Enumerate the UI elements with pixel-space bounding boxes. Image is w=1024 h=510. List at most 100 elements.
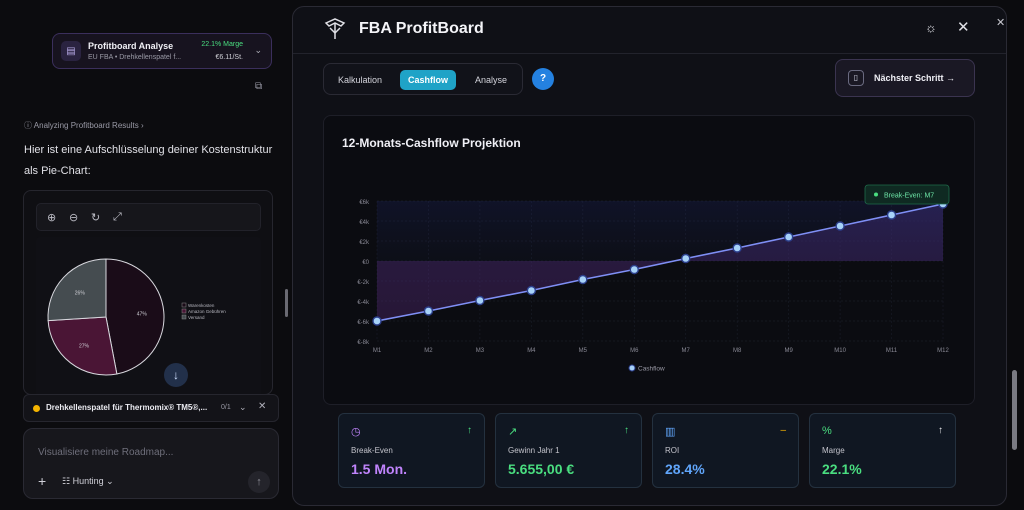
pie-chart-container: ⊕ ⊖ ↻ ⤢ 47% 27% 26% Warenkosten Amazon Gebüh… bbox=[23, 190, 273, 397]
x-tick-label: M2 bbox=[424, 348, 433, 354]
send-button[interactable]: ↑ bbox=[248, 471, 270, 493]
metric-value: 5.655,00 € bbox=[508, 461, 575, 477]
logo-icon bbox=[324, 18, 346, 39]
legend-marker bbox=[628, 364, 636, 372]
legend-swatch bbox=[181, 302, 187, 308]
tab-cashflow[interactable]: Cashflow bbox=[400, 70, 457, 90]
data-point[interactable] bbox=[886, 210, 897, 220]
zoom-in-icon[interactable]: ⊕ bbox=[47, 212, 57, 224]
close-icon[interactable]: ✕ bbox=[996, 17, 1006, 29]
close-icon[interactable]: ✕ bbox=[957, 19, 970, 36]
chart-toolbar: ⊕ ⊖ ↻ ⤢ bbox=[36, 203, 261, 231]
status-text: Analyzing Profitboard Results bbox=[33, 121, 139, 130]
help-button[interactable]: ? bbox=[532, 68, 554, 90]
metrics-row: ◷ ↑ Break-Even 1.5 Mon. ↗ ↑ Gewinn Jahr 1 5.655… bbox=[338, 413, 978, 489]
chat-input[interactable]: Visualisiere meine Roadmap... bbox=[38, 447, 174, 458]
zoom-out-icon[interactable]: ⊖ bbox=[69, 212, 79, 224]
y-tick-label: €4k bbox=[359, 220, 370, 226]
y-tick-label: €2k bbox=[359, 240, 370, 246]
data-point[interactable] bbox=[423, 306, 434, 316]
chevron-down-icon[interactable]: ⌄ bbox=[239, 402, 247, 412]
legend-swatch bbox=[181, 314, 187, 320]
trending-up-icon: ↗ bbox=[508, 426, 518, 438]
data-point[interactable] bbox=[475, 295, 485, 306]
metric-value: 22.1% bbox=[822, 461, 862, 477]
chevron-right-icon: › bbox=[140, 121, 144, 130]
metric-card-marge: % ↑ Marge 22.1% bbox=[809, 413, 956, 488]
data-point[interactable] bbox=[835, 221, 845, 231]
data-point[interactable] bbox=[629, 264, 639, 275]
context-subtitle: EU FBA • Drehkellenspatel f... bbox=[88, 54, 182, 61]
tab-kalkulation[interactable]: Kalkulation bbox=[338, 75, 383, 85]
modal-header: FBA ProfitBoard ☼ ✕ bbox=[293, 7, 1006, 54]
info-icon: ⓘ bbox=[24, 121, 32, 130]
x-tick-label: M10 bbox=[834, 348, 846, 354]
close-icon[interactable]: ✕ bbox=[258, 401, 267, 412]
copy-icon[interactable]: ⧉ bbox=[255, 81, 263, 92]
scrollbar[interactable] bbox=[285, 289, 288, 317]
chart-title: 12-Monats-Cashflow Projektion bbox=[342, 136, 521, 150]
y-tick-label: €-8k bbox=[357, 340, 370, 346]
mode-selector[interactable]: ☷ Hunting ⌄ bbox=[62, 476, 114, 487]
sun-icon[interactable]: ☼ bbox=[925, 20, 937, 35]
break-even-label: Break-Even: M7 bbox=[884, 193, 934, 200]
bar-chart-icon: ▥ bbox=[665, 426, 676, 438]
expand-icon[interactable]: ⤢ bbox=[113, 211, 122, 223]
status-line[interactable]: ⓘ Analyzing Profitboard Results › bbox=[24, 120, 144, 131]
scrollbar[interactable] bbox=[1012, 370, 1017, 450]
data-point[interactable] bbox=[526, 285, 537, 296]
x-tick-label: M12 bbox=[937, 348, 949, 354]
y-tick-label: €-2k bbox=[357, 280, 370, 286]
legend-label: Amazon Gebühren bbox=[188, 309, 226, 314]
list-icon: ☷ bbox=[62, 476, 73, 486]
chevron-down-icon[interactable]: ⌄ bbox=[254, 45, 262, 55]
chevron-down-icon: ⌄ bbox=[106, 476, 114, 486]
tab-bar: Kalkulation Cashflow Analyse bbox=[323, 63, 523, 95]
task-bar[interactable]: Drehkellenspatel für Thermomix® TM5®,...… bbox=[23, 394, 279, 422]
pie-slice[interactable] bbox=[105, 258, 165, 375]
context-price: €6.11/St. bbox=[215, 54, 243, 61]
data-point[interactable] bbox=[732, 243, 742, 253]
chat-input-box[interactable]: Visualisiere meine Roadmap... + ☷ Huntin… bbox=[23, 428, 279, 499]
y-tick-label: €-6k bbox=[357, 320, 370, 326]
metric-label: Gewinn Jahr 1 bbox=[508, 446, 560, 455]
legend-label: Cashflow bbox=[638, 366, 665, 373]
plus-icon[interactable]: + bbox=[38, 473, 47, 489]
metric-card-break-even: ◷ ↑ Break-Even 1.5 Mon. bbox=[338, 413, 485, 488]
pie-slice[interactable] bbox=[47, 258, 107, 322]
trend-icon: ↑ bbox=[624, 425, 629, 436]
next-step-label: Nächster Schritt → bbox=[874, 73, 956, 83]
pie-slice[interactable] bbox=[47, 316, 118, 376]
metric-card-roi: ▥ – ROI 28.4% bbox=[652, 413, 799, 488]
percent-icon: % bbox=[822, 425, 832, 437]
data-point[interactable] bbox=[783, 232, 794, 242]
pie-label: 47% bbox=[137, 312, 148, 318]
x-tick-label: M1 bbox=[373, 348, 382, 354]
legend-swatch bbox=[181, 308, 187, 314]
x-tick-label: M7 bbox=[682, 348, 691, 354]
metric-card-gewinn-jahr-1: ↗ ↑ Gewinn Jahr 1 5.655,00 € bbox=[495, 413, 642, 488]
data-point[interactable] bbox=[578, 274, 588, 285]
x-tick-label: M6 bbox=[630, 348, 639, 354]
data-point[interactable] bbox=[372, 316, 382, 326]
pie-label: 26% bbox=[75, 290, 86, 296]
arrow-down-icon[interactable]: ↓ bbox=[164, 363, 188, 387]
y-tick-label: €0 bbox=[362, 260, 369, 266]
tab-analyse[interactable]: Analyse bbox=[475, 75, 508, 85]
trend-icon: ↑ bbox=[938, 425, 943, 436]
context-margin: 22.1% Marge bbox=[201, 41, 243, 48]
document-icon: ▯ bbox=[848, 70, 864, 86]
data-point[interactable] bbox=[681, 253, 691, 264]
task-title: Drehkellenspatel für Thermomix® TM5®,... bbox=[46, 403, 208, 412]
legend-label: Versand bbox=[188, 315, 205, 320]
x-tick-label: M8 bbox=[733, 348, 742, 354]
x-tick-label: M9 bbox=[784, 348, 793, 354]
y-tick-label: €6k bbox=[359, 200, 370, 206]
context-card[interactable]: ▤ Profitboard Analyse EU FBA • Drehkelle… bbox=[52, 33, 272, 69]
next-step-button[interactable]: ▯ Nächster Schritt → bbox=[835, 59, 975, 97]
reset-icon[interactable]: ↻ bbox=[91, 212, 101, 224]
break-even-badge bbox=[864, 184, 950, 205]
trend-icon: ↑ bbox=[467, 425, 472, 436]
